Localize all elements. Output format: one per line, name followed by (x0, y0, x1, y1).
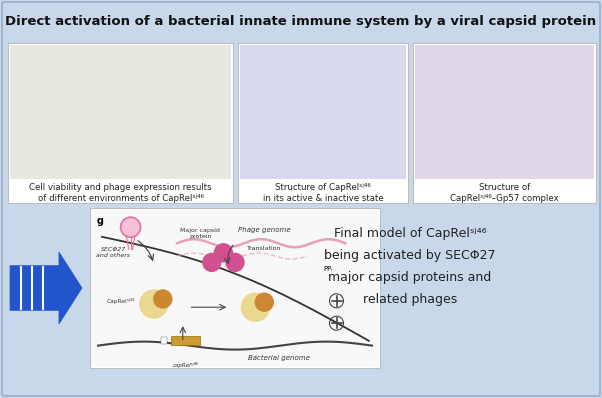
FancyBboxPatch shape (238, 43, 408, 203)
Polygon shape (10, 252, 82, 324)
Text: g: g (97, 216, 104, 226)
Text: capRelˢʲ⁴⁶: capRelˢʲ⁴⁶ (173, 362, 199, 368)
Text: major capsid proteins and: major capsid proteins and (328, 271, 492, 283)
Bar (91, 209, 379, 367)
Text: SECΦ27
and others: SECΦ27 and others (96, 248, 130, 258)
Circle shape (214, 244, 232, 262)
Circle shape (226, 254, 244, 271)
Text: Cell viability and phage expression results
of different environments of CapRelˢ: Cell viability and phage expression resu… (29, 183, 212, 203)
Text: being activated by SECΦ27: being activated by SECΦ27 (324, 248, 496, 261)
Bar (10, 45, 231, 179)
Circle shape (154, 290, 172, 308)
Text: CapRelˢʲ⁴⁶: CapRelˢʲ⁴⁶ (107, 298, 136, 304)
Text: PPᵢ: PPᵢ (323, 266, 332, 272)
Text: Direct activation of a bacterial innate immune system by a viral capsid protein: Direct activation of a bacterial innate … (5, 16, 597, 29)
Circle shape (255, 293, 273, 311)
Text: Major capsid
protein: Major capsid protein (180, 228, 220, 239)
Text: Structure of
CapRelˢʲ⁴⁶–Gp57 complex: Structure of CapRelˢʲ⁴⁶–Gp57 complex (450, 183, 559, 203)
Circle shape (241, 293, 269, 321)
Text: Structure of CapRelˢʲ⁴⁶
in its active & inactive state: Structure of CapRelˢʲ⁴⁶ in its active & … (262, 183, 383, 203)
Text: Translation: Translation (247, 246, 281, 250)
Circle shape (140, 290, 168, 318)
Text: related phages: related phages (363, 293, 457, 306)
Bar (240, 45, 406, 179)
Bar (171, 336, 200, 345)
FancyBboxPatch shape (8, 43, 233, 203)
Circle shape (122, 218, 140, 236)
FancyBboxPatch shape (413, 43, 596, 203)
FancyBboxPatch shape (90, 208, 380, 368)
Text: Phage genome: Phage genome (238, 227, 290, 233)
Text: Bacterial genome: Bacterial genome (247, 355, 309, 361)
Text: Final model of CapRelˢʲ⁴⁶: Final model of CapRelˢʲ⁴⁶ (334, 226, 486, 240)
Bar (161, 337, 167, 343)
Circle shape (203, 254, 221, 271)
Bar (415, 45, 594, 179)
